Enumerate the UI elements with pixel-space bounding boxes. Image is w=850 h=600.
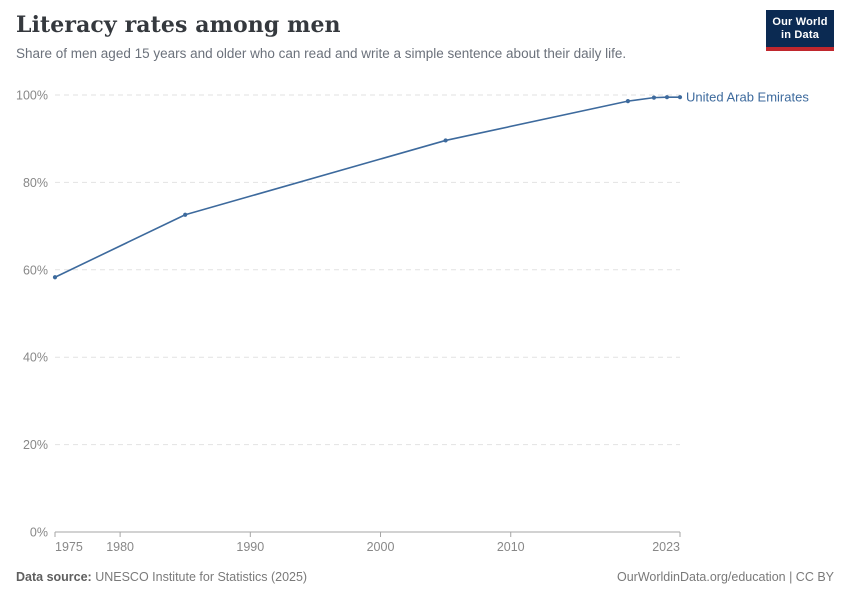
- page-title: Literacy rates among men: [16, 12, 341, 38]
- data-source: Data source: UNESCO Institute for Statis…: [16, 570, 307, 584]
- data-point[interactable]: [664, 95, 670, 100]
- owid-license-link[interactable]: OurWorldinData.org/education | CC BY: [616, 570, 834, 584]
- y-tick-label: 100%: [16, 89, 48, 103]
- chart-subtitle: Share of men aged 15 years and older who…: [16, 46, 627, 61]
- data-point[interactable]: [183, 212, 188, 217]
- data-source-label: Data source:: [16, 570, 92, 584]
- owid-logo[interactable]: Our World in Data: [766, 10, 834, 51]
- y-axis-labels: 0% 20% 40% 60% 80% 100%: [16, 89, 48, 540]
- data-point[interactable]: [443, 138, 448, 143]
- owid-logo-text: Our World in Data: [766, 10, 834, 47]
- x-tick-label: 2000: [367, 540, 395, 554]
- y-tick-label: 0%: [30, 526, 48, 540]
- owid-logo-line1: Our World: [772, 16, 828, 28]
- chart-footer: Data source: UNESCO Institute for Statis…: [16, 570, 834, 584]
- entity-labels: United Arab Emirates: [686, 90, 809, 105]
- data-point[interactable]: [651, 95, 657, 100]
- x-axis: 1975 1980 1990 2000 2010 2023: [54, 531, 681, 554]
- y-tick-label: 20%: [23, 438, 48, 452]
- data-series[interactable]: [52, 95, 683, 280]
- data-point[interactable]: [625, 99, 631, 104]
- owid-logo-line2: in Data: [780, 29, 820, 41]
- entity-label: United Arab Emirates: [686, 90, 809, 105]
- y-tick-label: 80%: [23, 176, 48, 190]
- data-point[interactable]: [677, 95, 683, 100]
- chart-header: Literacy rates among men Share of men ag…: [16, 10, 834, 61]
- data-source-text: UNESCO Institute for Statistics (2025): [91, 570, 308, 584]
- gridlines: [55, 94, 680, 446]
- x-tick-label: 2010: [497, 540, 525, 554]
- owid-logo-red-bar: [766, 47, 834, 51]
- x-tick-label: 1990: [236, 540, 264, 554]
- y-tick-label: 60%: [23, 263, 48, 277]
- x-tick-label: 2023: [652, 540, 680, 554]
- x-tick-label: 1975: [55, 540, 83, 554]
- y-tick-label: 40%: [23, 351, 48, 365]
- series-line[interactable]: [54, 96, 680, 278]
- x-tick-label: 1980: [106, 540, 134, 554]
- data-point[interactable]: [52, 275, 58, 280]
